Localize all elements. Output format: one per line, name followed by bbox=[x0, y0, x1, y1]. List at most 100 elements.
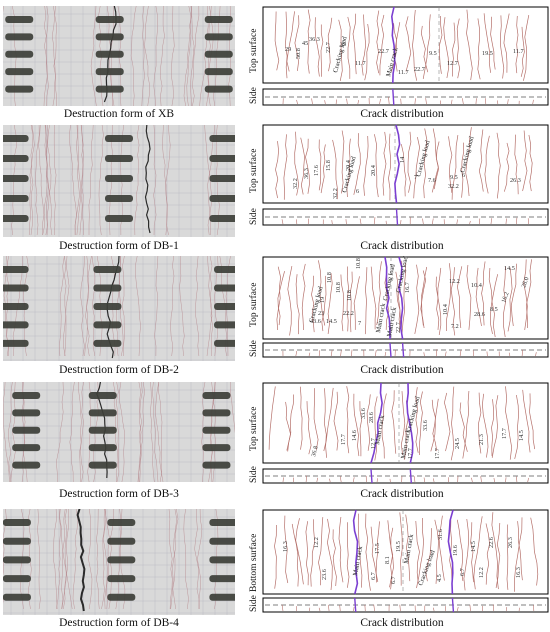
crack-line bbox=[510, 263, 518, 327]
crack-sketch-db-2: Top surface Side 19 10.8 10.8 10.8 10.8 … bbox=[242, 253, 549, 361]
crack-line bbox=[307, 9, 311, 74]
crack-load-value: 14.5 bbox=[504, 265, 515, 272]
crack-load-value: 20.4 bbox=[370, 165, 377, 176]
crack-line bbox=[421, 266, 428, 326]
anchor-strap bbox=[214, 321, 235, 329]
crack-line bbox=[382, 131, 387, 196]
crack-line bbox=[388, 133, 391, 201]
side-crack-line bbox=[346, 98, 348, 105]
crack-line bbox=[318, 139, 322, 191]
crack-line bbox=[350, 271, 353, 333]
crack-line bbox=[456, 519, 464, 581]
side-crack-line bbox=[281, 604, 284, 612]
specimen-photo bbox=[3, 6, 235, 106]
crack-line bbox=[352, 13, 357, 75]
crack-line bbox=[413, 137, 420, 199]
crack-line bbox=[436, 267, 442, 330]
hairline-crack bbox=[183, 509, 189, 610]
crack-line bbox=[295, 274, 300, 335]
hairline-crack bbox=[162, 125, 169, 236]
crack-line bbox=[364, 267, 368, 335]
side-crack-line bbox=[422, 218, 424, 225]
crack-line bbox=[457, 266, 463, 329]
hairline-crack bbox=[144, 6, 151, 106]
crack-line bbox=[448, 136, 453, 193]
crack-load-value: 14 bbox=[399, 157, 406, 163]
crack-load-value: 6.7 bbox=[459, 568, 466, 576]
hairline-crack bbox=[72, 509, 78, 610]
anchor-strap bbox=[107, 537, 136, 545]
hairline-crack bbox=[37, 509, 41, 610]
main-crack-side-line bbox=[401, 342, 405, 358]
crack-line bbox=[520, 26, 525, 77]
side-crack-line bbox=[352, 477, 355, 483]
specimen-photo bbox=[3, 382, 235, 482]
crack-line bbox=[376, 10, 380, 74]
crack-line bbox=[310, 519, 316, 587]
side-crack-line bbox=[445, 351, 447, 357]
hairline-crack bbox=[53, 509, 58, 610]
side-crack-line bbox=[311, 98, 313, 105]
crack-line bbox=[320, 144, 326, 194]
side-crack-line bbox=[305, 475, 308, 483]
crack-load-value: 10.8 bbox=[355, 258, 362, 269]
anchor-strap bbox=[202, 426, 231, 434]
photo-db-4 bbox=[3, 509, 235, 615]
anchor-strap bbox=[93, 302, 122, 310]
crack-load-value: 10.8 bbox=[326, 272, 333, 283]
crack-line bbox=[346, 266, 349, 332]
side-crack-line bbox=[318, 350, 321, 357]
crack-line bbox=[341, 130, 345, 194]
side-crack-line bbox=[295, 351, 298, 357]
crack-line bbox=[491, 399, 495, 457]
crack-load-value: 10.8 bbox=[335, 282, 342, 293]
side-crack-line bbox=[281, 219, 284, 225]
crack-line bbox=[496, 132, 501, 199]
crack-load-value: 22.6 bbox=[488, 537, 495, 548]
hairline-crack bbox=[79, 125, 84, 236]
side-crack-line bbox=[516, 476, 518, 483]
crack-line bbox=[419, 391, 423, 455]
anchor-strap bbox=[3, 537, 31, 545]
crack-line bbox=[333, 391, 339, 451]
hairline-crack bbox=[44, 6, 49, 106]
side-crack-line bbox=[527, 477, 529, 483]
side-crack-line bbox=[379, 98, 381, 105]
crack-line bbox=[381, 393, 387, 459]
side-crack-line bbox=[373, 604, 375, 612]
hairline-crack bbox=[88, 125, 94, 235]
photo-caption: Destruction form of DB-4 bbox=[59, 617, 179, 629]
side-crack-line bbox=[329, 478, 331, 483]
anchor-strap bbox=[88, 426, 117, 434]
hairline-crack bbox=[44, 125, 53, 236]
anchor-strap bbox=[93, 339, 122, 347]
crack-load-value: 7 bbox=[358, 320, 361, 327]
crack-line bbox=[523, 259, 528, 330]
side-crack-line bbox=[515, 217, 518, 225]
anchor-strap bbox=[3, 593, 31, 601]
hairline-crack bbox=[121, 256, 125, 357]
side-crack-line bbox=[399, 604, 401, 612]
crack-line bbox=[268, 386, 276, 450]
photo-caption: Destruction form of DB-2 bbox=[59, 364, 179, 376]
crack-load-value: 12.2 bbox=[478, 567, 485, 578]
hairline-crack bbox=[38, 125, 45, 236]
crack-sketch-db-1: Top surface Side 32.2 36.3 17.6 15.8 32.… bbox=[242, 121, 549, 233]
hairline-crack bbox=[91, 256, 96, 357]
hairline-crack bbox=[78, 382, 84, 482]
crack-load-value: 12.2 bbox=[449, 278, 460, 285]
hairline-crack bbox=[179, 256, 185, 357]
crack-line bbox=[300, 137, 305, 195]
crack-load-value: 19.6 bbox=[452, 545, 459, 556]
crack-line bbox=[364, 23, 370, 81]
crack-load-value: 28.6 bbox=[368, 412, 375, 423]
anchor-strap bbox=[202, 461, 231, 469]
side-crack-line bbox=[375, 349, 377, 357]
main-crack-line bbox=[370, 382, 383, 464]
crack-line bbox=[431, 141, 440, 193]
hairline-crack bbox=[197, 509, 203, 610]
crack-line bbox=[530, 517, 539, 586]
specimen-photo bbox=[3, 509, 235, 615]
crack-line bbox=[347, 16, 351, 79]
anchor-strap bbox=[202, 392, 231, 399]
